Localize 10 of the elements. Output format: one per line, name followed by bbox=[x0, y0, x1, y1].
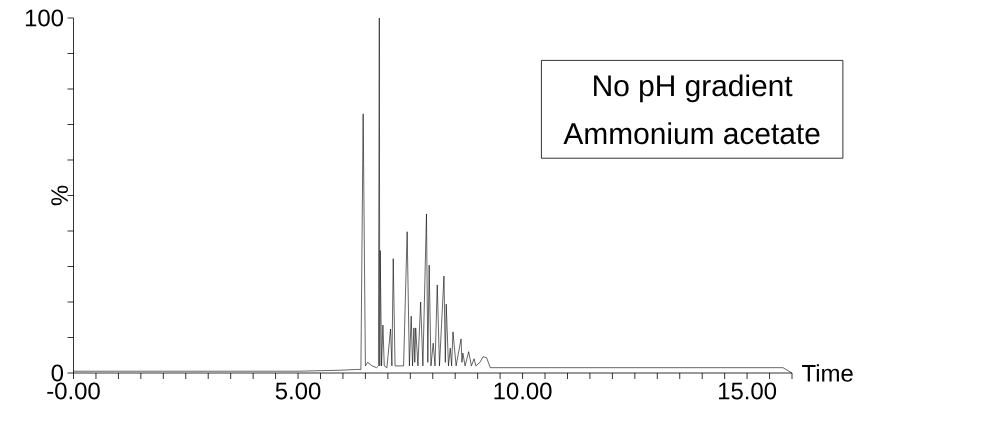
x-tick-label: 10.00 bbox=[494, 382, 552, 400]
y-tick-label: 0 bbox=[51, 364, 64, 382]
x-axis-title: Time bbox=[802, 364, 853, 382]
annotation: No pH gradient bbox=[594, 74, 793, 103]
x-tick-label: 5.00 bbox=[275, 382, 321, 400]
x-tick-label: -0.00 bbox=[47, 382, 100, 400]
y-axis-title: % bbox=[51, 185, 68, 206]
annotation: Ammonium acetate bbox=[563, 122, 820, 145]
y-tick-label: 100 bbox=[25, 9, 64, 27]
x-tick-label: 15.00 bbox=[719, 382, 777, 400]
